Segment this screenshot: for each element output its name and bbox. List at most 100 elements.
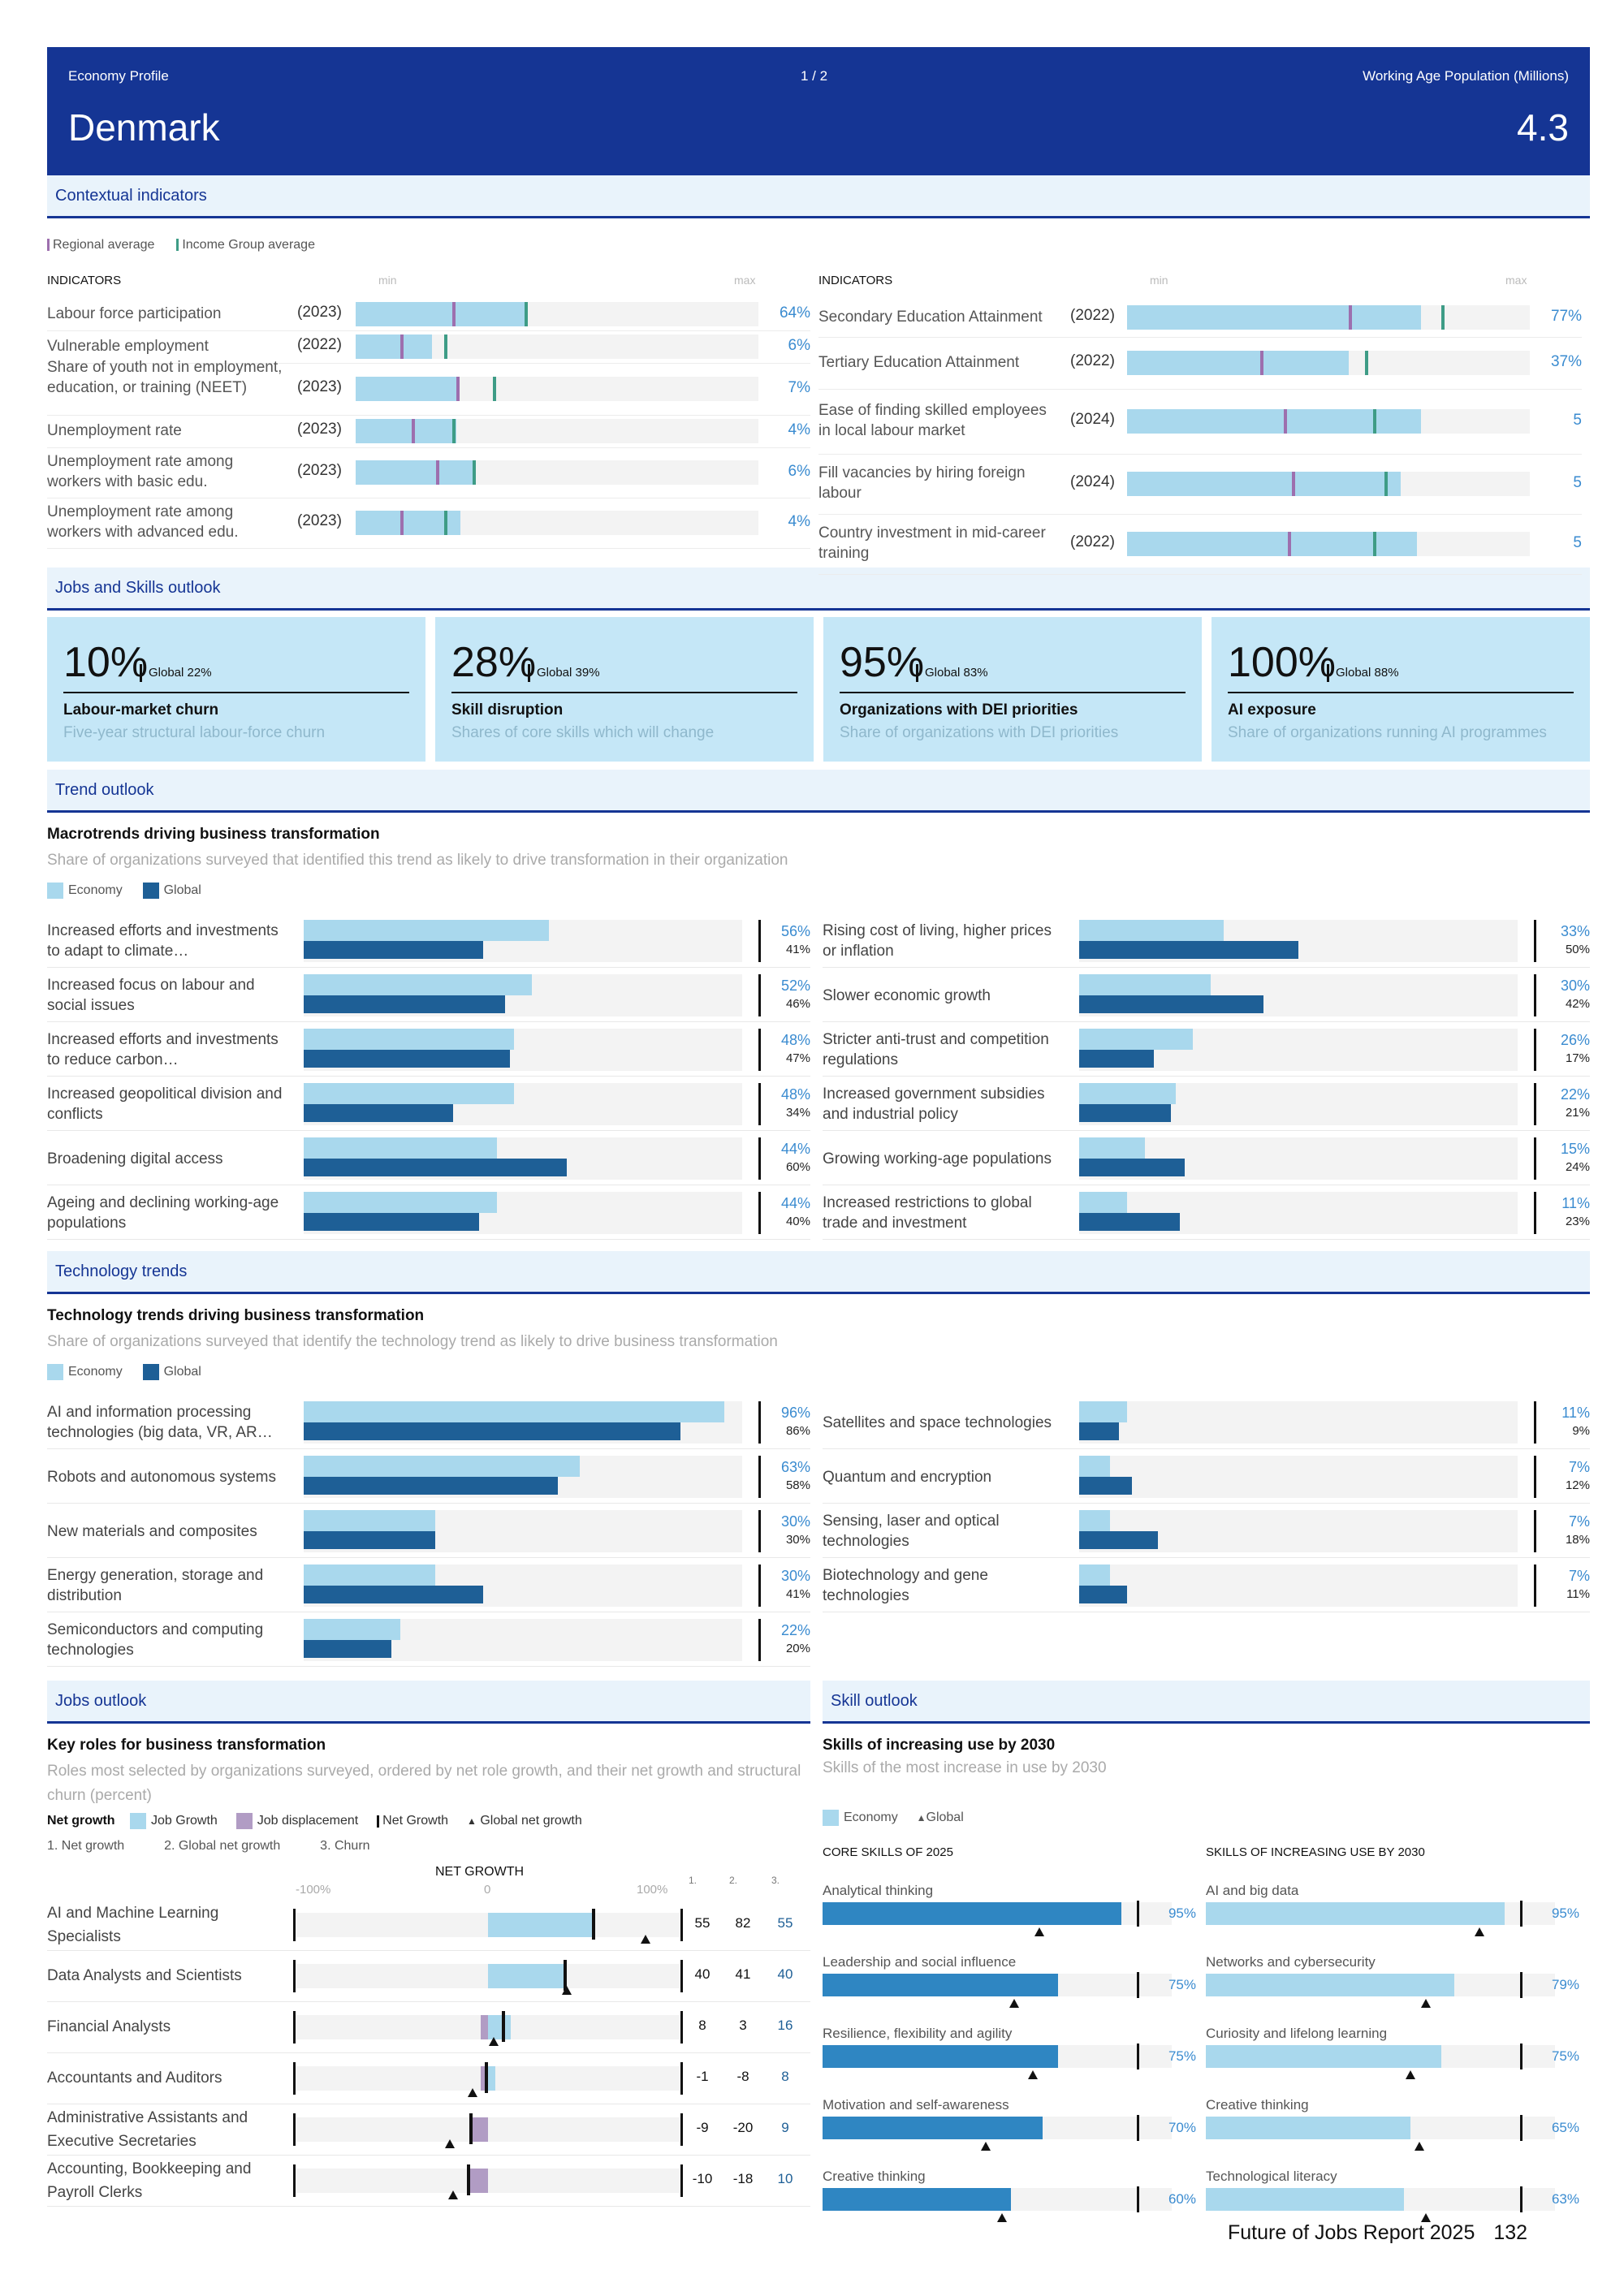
skill-name: Networks and cybersecurity (1206, 1954, 1376, 1970)
global-skill-marker (1474, 1927, 1484, 1936)
trend-row: Biotechnology and gene technologies 7% 11% (823, 1560, 1590, 1612)
regional-average-marker (452, 302, 456, 326)
global-label: Global 22% (149, 665, 212, 680)
col-header-1: 1. (689, 1875, 698, 1886)
country-name: Denmark (68, 106, 220, 149)
skill-row: Technological literacy 63% (1206, 2169, 1579, 2240)
global-skill-marker (996, 2213, 1007, 2222)
economy-value: 22% (1560, 1086, 1590, 1103)
indicator-value: 37% (1550, 353, 1582, 370)
key-roles-column-key: 1. Net growth 2. Global net growth 3. Ch… (47, 1839, 370, 1854)
income-group-marker (452, 419, 456, 443)
key-roles-title: Key roles for business transformation (47, 1737, 326, 1754)
global-value: 30% (785, 1533, 810, 1547)
economy-bar (1079, 1510, 1110, 1531)
regional-average-marker (1292, 472, 1296, 496)
economy-value: 7% (1568, 1568, 1590, 1584)
trend-name: Rising cost of living, higher prices or … (823, 922, 1052, 960)
indicator-value: 4% (788, 513, 810, 530)
regional-average-marker (412, 419, 416, 443)
global-net-growth-marker (448, 2190, 459, 2199)
skill-track-end (1137, 1972, 1139, 1998)
indicator-value: 77% (1550, 308, 1582, 325)
trend-track (1079, 920, 1518, 962)
track-right-edge (680, 2062, 683, 2095)
global-bar (1079, 1159, 1185, 1176)
indicator-fill (1127, 351, 1349, 375)
tile-rule (451, 692, 797, 693)
tile-global-value: Global 39% (528, 664, 600, 682)
job-displacement-bar (470, 2117, 488, 2142)
economy-value: 48% (780, 1032, 810, 1048)
skill-bar (1206, 2117, 1410, 2139)
global-swatch (142, 1364, 159, 1380)
indicator-value: 5 (1573, 474, 1582, 491)
income-group-swatch (176, 239, 179, 252)
legend-job-displacement: Job displacement (257, 1814, 359, 1828)
skill-row: Analytical thinking 95% (823, 1883, 1196, 1954)
global-bar (1079, 1050, 1154, 1068)
track-end-line (758, 920, 761, 962)
income-group-marker (444, 511, 448, 535)
col-key-net-growth: 1. Net growth (47, 1839, 125, 1853)
track-end-line (758, 974, 761, 1016)
trend-track (304, 1619, 742, 1661)
trend-track (304, 1029, 742, 1071)
economy-bar (1079, 1029, 1194, 1050)
trend-row: Increased efforts and investments to ada… (47, 915, 810, 968)
regional-average-marker (1284, 409, 1288, 434)
skill-name: Leadership and social influence (823, 1954, 1017, 1970)
economy-bar (1079, 1192, 1128, 1213)
economy-value: 44% (780, 1141, 810, 1157)
role-row: Accountants and Auditors -1 -8 8 (47, 2052, 810, 2104)
page-number: 132 (1493, 2221, 1528, 2244)
economy-swatch (47, 883, 63, 899)
axis-mid-label: 0 (484, 1883, 491, 1897)
indicator-row: Secondary Education Attainment (2022) 77% (818, 298, 1582, 338)
job-growth-bar (488, 1913, 594, 1937)
trend-track (1079, 1510, 1518, 1552)
global-value: 23% (1565, 1215, 1590, 1228)
net-growth-marker (484, 2062, 488, 2093)
economy-bar (304, 1137, 497, 1159)
technology-legend: Economy Global (47, 1364, 201, 1380)
indicator-value: 5 (1573, 534, 1582, 551)
trend-track (304, 1564, 742, 1607)
global-value: 41% (785, 943, 810, 956)
global-value: 58% (785, 1478, 810, 1492)
global-bar (304, 1640, 391, 1658)
economy-bar (304, 1619, 400, 1640)
section-jobs-outlook: Jobs outlook (47, 1681, 810, 1724)
economy-bar (1079, 1564, 1110, 1586)
tile-value: 95% (840, 639, 925, 686)
economy-bar (304, 1029, 515, 1050)
global-marker (528, 664, 530, 682)
skill-value: 79% (1551, 1977, 1579, 1992)
skill-row: Motivation and self-awareness 70% (823, 2097, 1196, 2169)
global-value: 12% (1565, 1478, 1590, 1492)
trend-track (304, 1401, 742, 1444)
indicator-name: Share of youth not in employment, educat… (47, 359, 283, 396)
global-swatch (142, 883, 159, 899)
indicator-row: Country investment in mid-career trainin… (818, 514, 1582, 575)
skill-track-end (1520, 1972, 1522, 1998)
trend-name: Increased focus on labour and social iss… (47, 977, 255, 1014)
global-skill-marker (981, 2142, 991, 2151)
skills-panel: Skills of increasing use by 2030 Skills … (823, 1724, 1590, 2222)
axis-max-label: 100% (637, 1883, 668, 1897)
track-end-line (758, 1137, 761, 1180)
economy-value: 96% (780, 1405, 810, 1421)
economy-bar (304, 974, 532, 995)
population-value: 4.3 (1517, 106, 1569, 149)
skill-track-end (1137, 2186, 1139, 2212)
trend-row: Stricter anti-trust and competition regu… (823, 1024, 1590, 1077)
trend-row: AI and information processing technologi… (47, 1396, 810, 1449)
col-key-global-net-growth: 2. Global net growth (164, 1839, 281, 1853)
income-group-marker (1372, 409, 1376, 434)
indicator-fill (1127, 305, 1422, 330)
churn-value: 40 (777, 1966, 793, 1982)
economy-bar (304, 1401, 725, 1422)
legend-global: Global (163, 883, 201, 898)
indicator-year: (2023) (297, 462, 342, 479)
economy-bar (1079, 1137, 1145, 1159)
